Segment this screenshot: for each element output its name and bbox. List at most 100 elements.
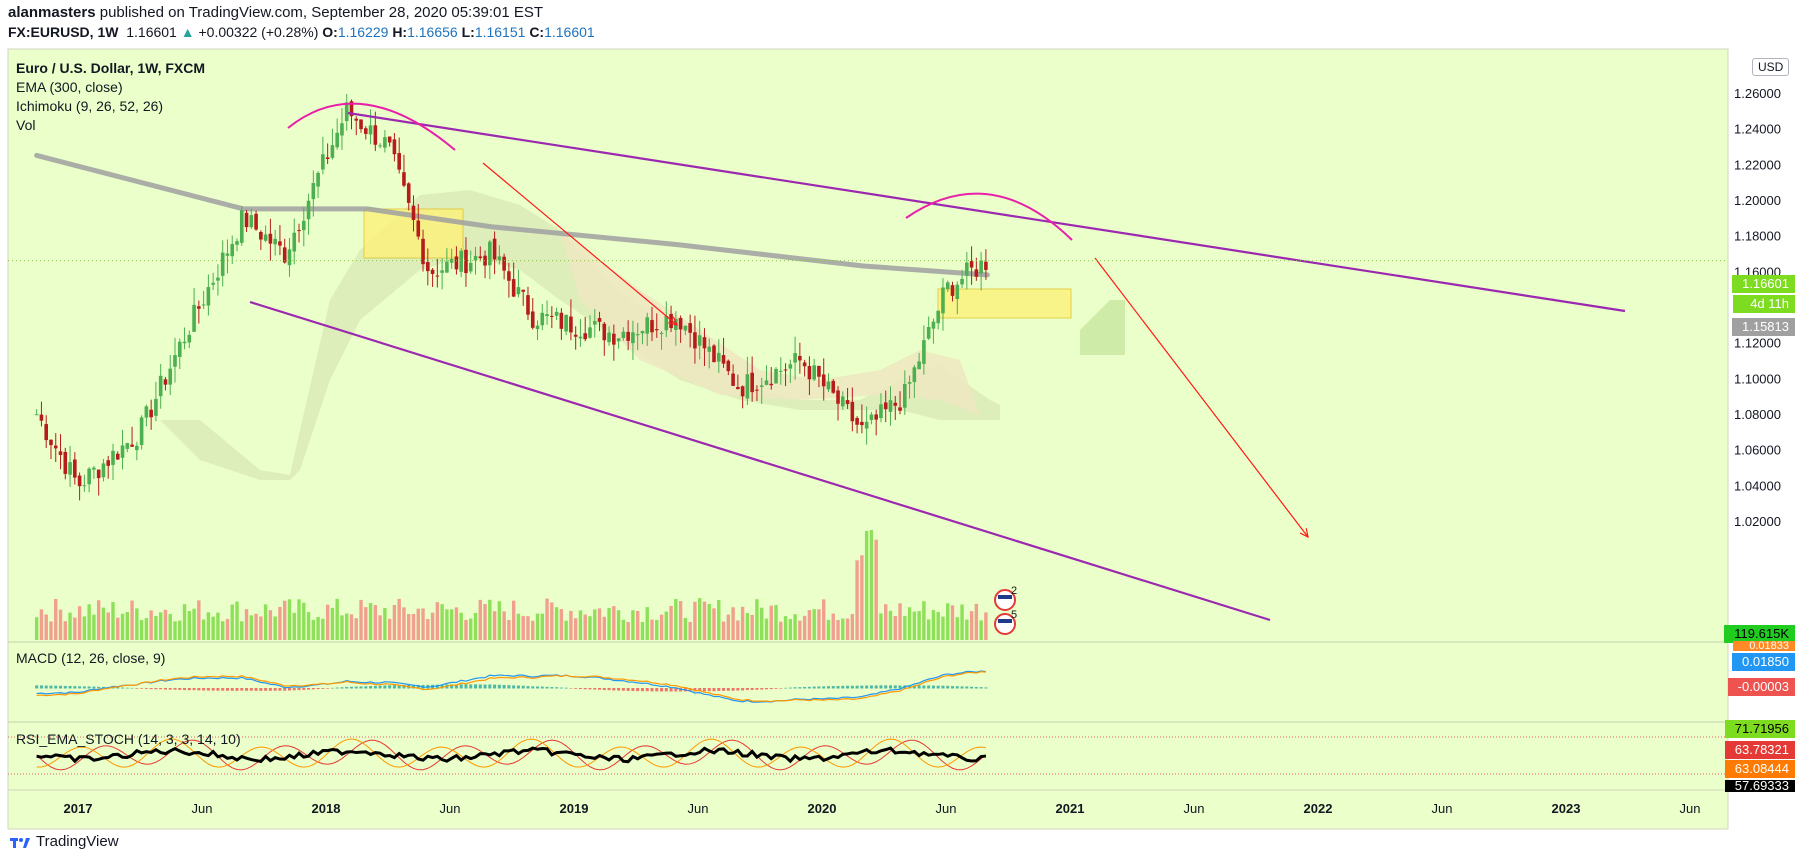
macd-histogram-bar bbox=[121, 687, 125, 689]
macd-title[interactable]: MACD (12, 26, close, 9) bbox=[16, 650, 166, 666]
candle-body bbox=[778, 370, 783, 372]
candle-body bbox=[149, 409, 153, 418]
candle-body bbox=[421, 238, 425, 265]
volume-bar bbox=[263, 604, 268, 640]
volume-bar bbox=[87, 604, 91, 640]
macd-histogram-bar bbox=[569, 688, 573, 689]
candle-body bbox=[154, 398, 158, 416]
candle-body bbox=[216, 277, 220, 281]
rsi-line bbox=[36, 746, 987, 764]
macd-histogram-bar bbox=[459, 684, 463, 689]
author-name[interactable]: alanmasters bbox=[8, 4, 96, 21]
legend-ema[interactable]: EMA (300, close) bbox=[16, 79, 123, 95]
volume-bar bbox=[125, 611, 129, 640]
macd-histogram-bar bbox=[612, 688, 616, 691]
macd-histogram-bar bbox=[869, 685, 873, 689]
volume-bar bbox=[750, 614, 754, 640]
candle-body bbox=[282, 247, 287, 263]
candle-body bbox=[96, 469, 101, 479]
candle-body bbox=[974, 269, 979, 277]
candle-body bbox=[416, 220, 421, 237]
macd-histogram-bar bbox=[240, 688, 244, 691]
macd-histogram-bar bbox=[545, 686, 549, 689]
volume-bar bbox=[516, 613, 521, 640]
candle-body bbox=[840, 396, 845, 407]
footer-brand[interactable]: TradingView bbox=[36, 833, 119, 850]
volume-bar bbox=[678, 601, 683, 640]
macd-histogram-bar bbox=[349, 686, 353, 689]
volume-bar bbox=[364, 607, 368, 640]
candle-body bbox=[201, 304, 206, 306]
macd-histogram-bar bbox=[688, 688, 692, 692]
volume-bar bbox=[736, 620, 740, 640]
candle-body bbox=[583, 333, 588, 340]
candle-body bbox=[325, 157, 330, 159]
currency-button[interactable]: USD bbox=[1752, 58, 1790, 76]
candle-body bbox=[426, 262, 430, 272]
candle-body bbox=[631, 332, 635, 344]
arrow-1-head bbox=[668, 316, 679, 326]
macd-histogram-bar bbox=[636, 688, 640, 692]
candle-body bbox=[197, 306, 201, 309]
macd-histogram-bar bbox=[974, 687, 978, 689]
legend-ichimoku[interactable]: Ichimoku (9, 26, 52, 26) bbox=[16, 98, 164, 114]
volume-bar bbox=[707, 603, 711, 640]
candle-body bbox=[969, 261, 974, 268]
macd-histogram-bar bbox=[760, 688, 764, 690]
candle-body bbox=[664, 315, 669, 331]
macd-histogram-bar bbox=[593, 688, 597, 690]
volume-bar bbox=[659, 614, 664, 640]
candle-body bbox=[139, 417, 144, 446]
volume-bar bbox=[96, 600, 101, 640]
candle-body bbox=[588, 327, 592, 338]
volume-bar bbox=[893, 615, 897, 640]
macd-histogram-bar bbox=[531, 686, 535, 689]
macd-histogram-bar bbox=[617, 688, 621, 691]
volume-bar bbox=[502, 611, 506, 640]
time-tick-label: Jun bbox=[192, 801, 213, 816]
volume-bar bbox=[697, 598, 702, 640]
candle-body bbox=[864, 421, 869, 429]
macd-histogram-bar bbox=[264, 688, 268, 691]
macd-histogram-bar bbox=[888, 685, 892, 689]
macd-histogram-bar bbox=[159, 688, 163, 690]
candle-body bbox=[640, 331, 645, 334]
time-axis[interactable]: 2017 Jun 2018 Jun 2019 Jun 2020 Jun 2021 Jun 2022 J… bbox=[8, 789, 1728, 816]
macd-histogram-bar bbox=[846, 685, 850, 689]
macd-histogram-bar bbox=[731, 688, 735, 691]
macd-histogram-bar bbox=[602, 688, 606, 691]
candle-body bbox=[34, 414, 39, 416]
legend-vol[interactable]: Vol bbox=[16, 117, 36, 133]
volume-bar bbox=[106, 612, 110, 640]
ichimoku-cloud bbox=[160, 190, 1125, 480]
event-badges[interactable]: 25 bbox=[994, 585, 1017, 635]
candle-body bbox=[573, 334, 578, 337]
rsi-title[interactable]: RSI_EMA_STOCH (14, 3, 3, 14, 10) bbox=[16, 731, 241, 747]
volume-bar bbox=[77, 606, 82, 640]
footer: TradingView bbox=[10, 833, 119, 850]
volume-bar bbox=[330, 607, 335, 640]
candle-body bbox=[311, 183, 316, 200]
candles bbox=[34, 94, 988, 501]
macd-histogram-bar bbox=[354, 686, 358, 689]
volume-bar bbox=[216, 612, 220, 640]
candle-body bbox=[592, 321, 597, 325]
macd-histogram-bar bbox=[416, 684, 420, 689]
macd-histogram-bar bbox=[144, 688, 148, 689]
macd-histogram-bar bbox=[793, 687, 797, 689]
close-value: 1.16601 bbox=[544, 24, 595, 40]
time-tick-label: 2017 bbox=[64, 801, 93, 816]
macd-histogram-bar bbox=[512, 685, 516, 689]
last-price-tag: 1.16601 bbox=[1732, 275, 1795, 293]
macd-histogram-bar bbox=[450, 684, 454, 689]
volume-bar bbox=[588, 616, 592, 640]
volume-bar bbox=[273, 616, 277, 640]
volume-bar bbox=[426, 619, 430, 640]
price-tick-label: 1.02000 bbox=[1734, 514, 1781, 529]
price-change: +0.00322 (+0.28%) bbox=[198, 24, 319, 40]
macd-histogram-bar bbox=[469, 684, 473, 689]
candle-body bbox=[368, 125, 373, 135]
drawings bbox=[8, 102, 1728, 622]
macd-histogram-bar bbox=[273, 688, 277, 691]
